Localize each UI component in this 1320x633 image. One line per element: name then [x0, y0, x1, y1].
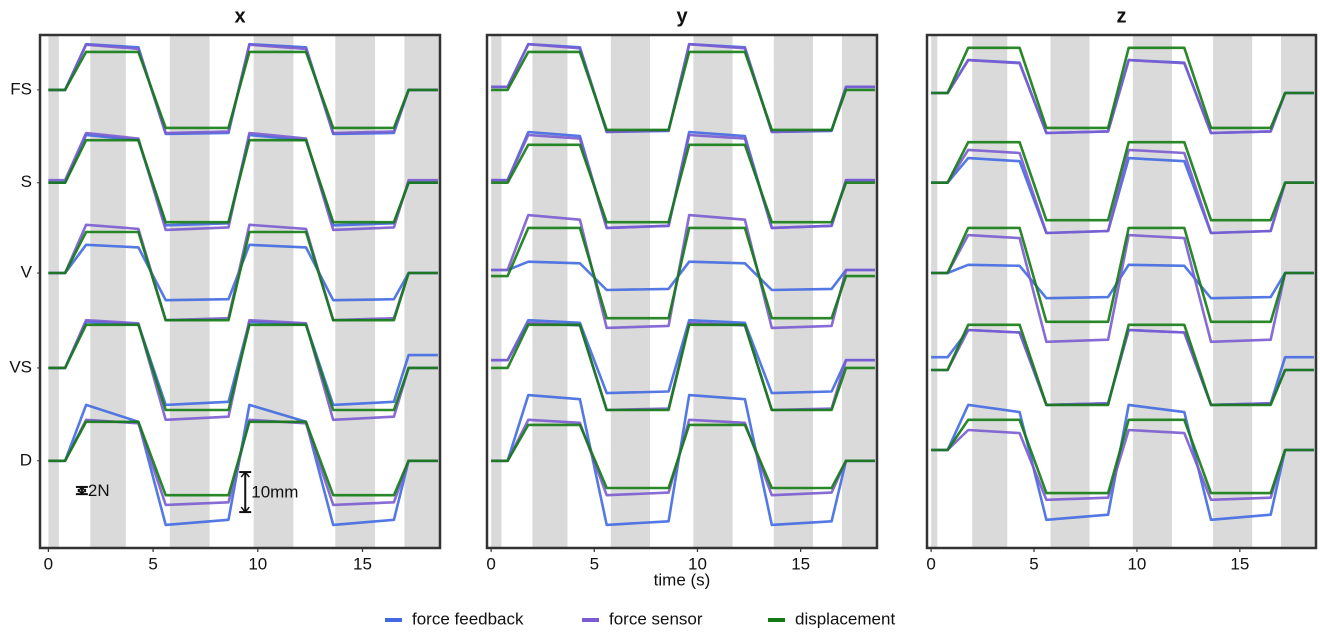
- trace: [931, 226, 1314, 324]
- shaded-band: [491, 35, 502, 548]
- x-tick-label: 0: [44, 554, 53, 573]
- x-tick-label: 15: [791, 554, 810, 573]
- scale-bar-label: 2N: [88, 481, 110, 500]
- x-tick-label: 10: [1127, 554, 1146, 573]
- panel-title: z: [1117, 5, 1127, 27]
- trace: [931, 140, 1314, 222]
- shaded-band: [1050, 35, 1090, 548]
- shaded-band: [404, 35, 440, 548]
- x-tick-label: 5: [148, 554, 157, 573]
- shaded-band: [1213, 35, 1253, 548]
- plot-frame: [485, 33, 879, 550]
- scale-bar-label: 10mm: [251, 483, 298, 502]
- x-tick-label: 5: [1029, 554, 1038, 573]
- shaded-band: [1281, 35, 1316, 548]
- shaded-band: [48, 35, 59, 548]
- x-axis-label: time (s): [654, 570, 711, 589]
- trace: [931, 148, 1314, 235]
- scale-bar: 2N: [75, 481, 110, 500]
- trace: [931, 323, 1314, 407]
- trace: [931, 233, 1314, 344]
- trace: [931, 418, 1314, 495]
- plot-frame: [38, 33, 442, 550]
- y-tick-label: S: [21, 172, 32, 191]
- legend-label: displacement: [795, 609, 895, 628]
- trace: [491, 50, 875, 132]
- y-tick-label: V: [21, 263, 33, 282]
- trace: [491, 423, 875, 490]
- x-tick-label: 0: [486, 554, 495, 573]
- shaded-band: [773, 35, 814, 548]
- panel-title: y: [676, 5, 688, 27]
- scale-bar: 10mm: [239, 470, 298, 514]
- x-tick-label: 15: [353, 554, 372, 573]
- shaded-band: [610, 35, 651, 548]
- panel-title: x: [234, 5, 245, 27]
- trace: [48, 323, 438, 412]
- x-tick-label: 15: [1230, 554, 1249, 573]
- y-tick-label: D: [20, 450, 32, 469]
- trace: [48, 420, 438, 497]
- shaded-band: [90, 35, 126, 548]
- shaded-band: [931, 35, 938, 548]
- legend-label: force sensor: [609, 609, 703, 628]
- shaded-band: [1132, 35, 1172, 548]
- trace: [48, 138, 438, 224]
- plot-frame: [925, 33, 1318, 550]
- trace: [491, 226, 875, 320]
- y-tick-label: VS: [9, 357, 32, 376]
- shaded-band: [841, 35, 877, 548]
- shaded-band: [532, 35, 568, 548]
- scale-bar-arrow: [77, 485, 87, 496]
- x-tick-label: 5: [590, 554, 599, 573]
- y-tick-label: FS: [10, 79, 32, 98]
- shaded-band: [972, 35, 1008, 548]
- shaded-band: [335, 35, 376, 548]
- x-tick-label: 10: [248, 554, 267, 573]
- scale-bar-arrow: [240, 470, 250, 514]
- legend-label: force feedback: [412, 609, 524, 628]
- trace: [491, 323, 875, 412]
- shaded-band: [169, 35, 210, 548]
- x-tick-label: 0: [926, 554, 935, 573]
- shaded-band: [693, 35, 733, 548]
- trace: [491, 143, 875, 224]
- trace: [931, 46, 1314, 130]
- shaded-band: [253, 35, 294, 548]
- x-tick-label: 10: [688, 554, 707, 573]
- trace: [48, 230, 438, 322]
- trace: [48, 50, 438, 130]
